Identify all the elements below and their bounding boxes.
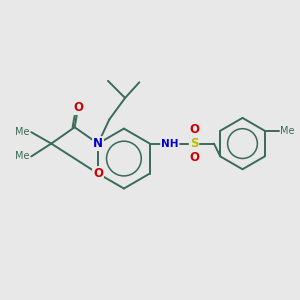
Text: O: O <box>189 151 199 164</box>
Text: O: O <box>189 123 199 136</box>
Text: NH: NH <box>161 139 178 148</box>
Text: N: N <box>93 137 103 150</box>
Text: O: O <box>93 167 103 180</box>
Text: S: S <box>190 137 198 150</box>
Text: O: O <box>73 101 83 114</box>
Text: Me: Me <box>15 127 30 137</box>
Text: Me: Me <box>15 152 30 161</box>
Text: Me: Me <box>280 126 295 136</box>
